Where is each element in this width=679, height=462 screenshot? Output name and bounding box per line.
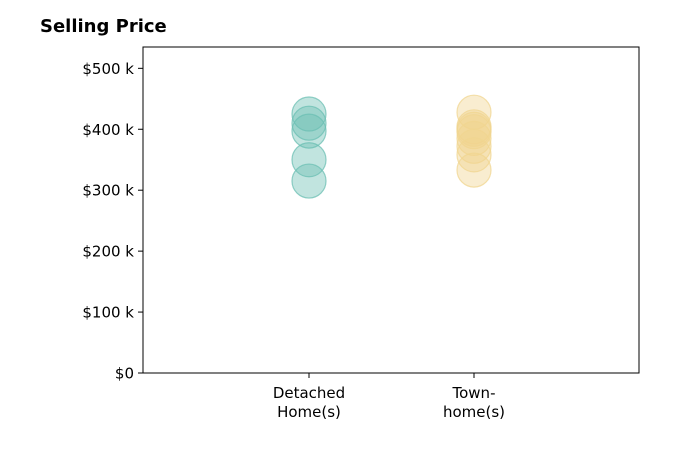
data-point [456,137,492,173]
plot-frame [142,46,640,374]
y-tick-label: $400 k [82,121,134,139]
y-axis: $0 $100 k $200 k $300 k $400 k $500 k [82,60,143,383]
data-point [291,113,327,149]
x-tick-label: Detached Home(s) [273,384,345,421]
y-tick-label: $300 k [82,182,134,200]
y-tick-label: $500 k [82,60,134,78]
x-tick-label-line: Detached [273,384,345,402]
x-tick-label: Town-home(s) [443,384,505,421]
data-point [456,152,492,188]
chart-title: Selling Price [40,16,167,37]
y-tick-label: $200 k [82,243,134,261]
x-axis: Detached Home(s) Town-home(s) [273,373,505,421]
y-tick-label: $100 k [82,304,134,322]
x-tick-label-line: Town- [452,384,496,402]
x-tick-label-line: home(s) [443,403,505,421]
data-point [291,142,327,178]
data-point [291,163,327,199]
data-points [291,94,492,199]
x-tick-label-line: Home(s) [277,403,341,421]
data-point [291,105,327,141]
y-tick-label: $0 [115,365,134,383]
